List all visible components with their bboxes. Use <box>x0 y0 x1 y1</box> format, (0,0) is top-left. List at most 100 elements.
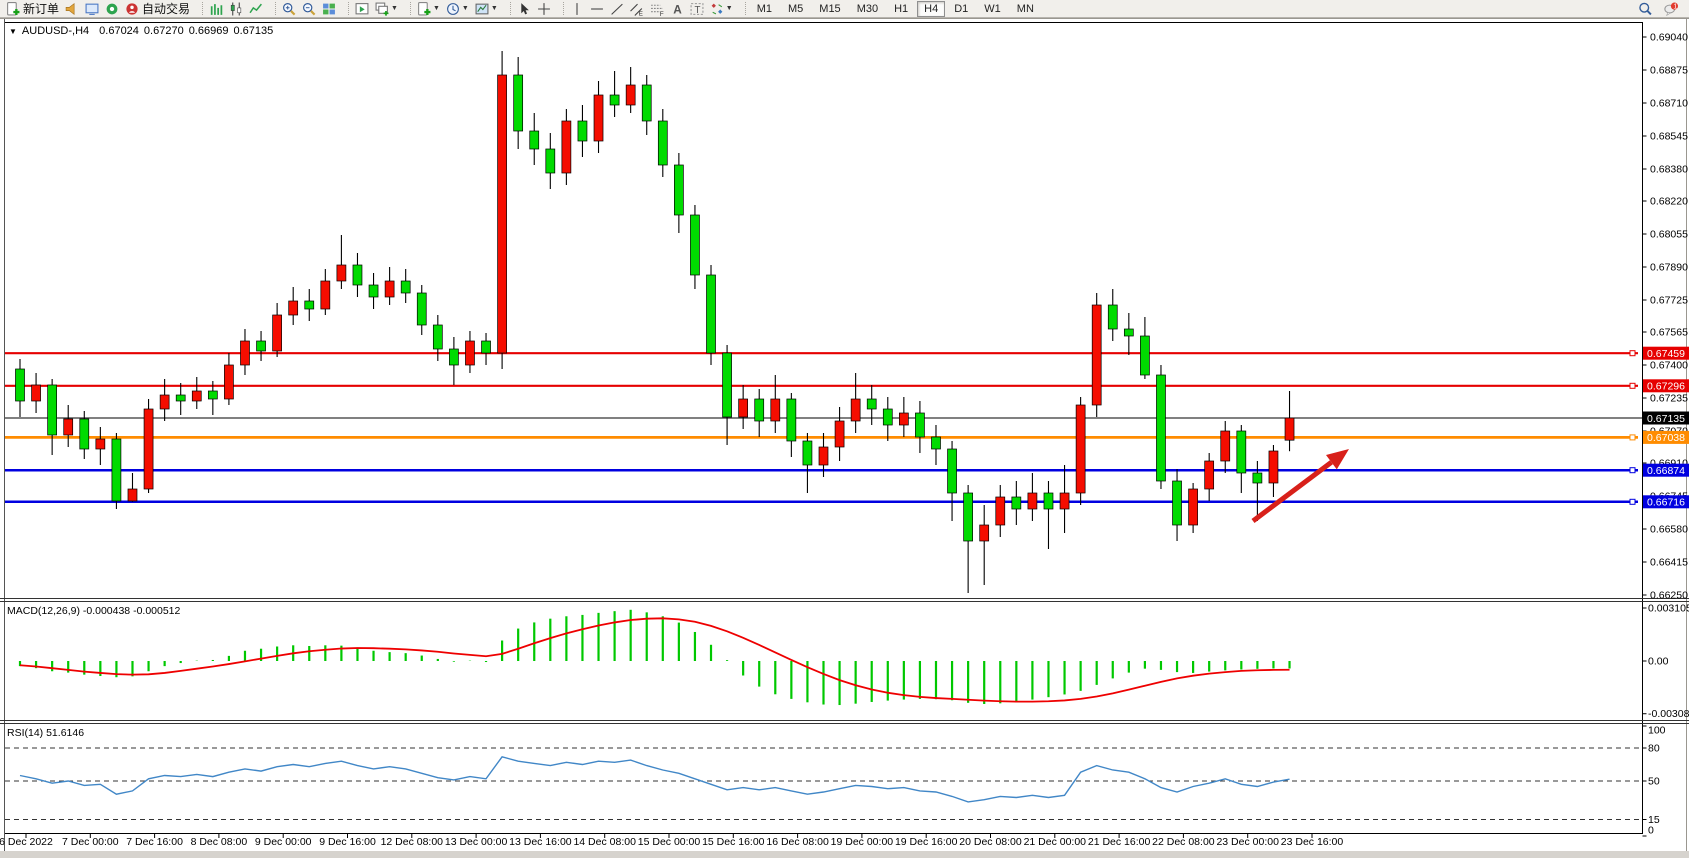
svg-text:50: 50 <box>1648 776 1660 788</box>
candle-chart-icon <box>230 2 242 15</box>
hline-0.67459[interactable] <box>5 350 1638 357</box>
svg-text:6 Dec 2022: 6 Dec 2022 <box>0 836 53 848</box>
timeframe-w1[interactable]: W1 <box>984 2 1001 15</box>
bar-chart-button[interactable] <box>207 1 225 17</box>
cursor-button[interactable] <box>515 1 533 17</box>
macd-label: MACD(12,26,9) -0.000438 -0.000512 <box>7 605 181 617</box>
profiles-button[interactable]: ▼ <box>473 1 500 17</box>
svg-text:16 Dec 08:00: 16 Dec 08:00 <box>766 836 829 848</box>
svg-text:15 Dec 16:00: 15 Dec 16:00 <box>702 836 765 848</box>
timeframe-h1[interactable]: H1 <box>894 2 909 15</box>
channel-button[interactable]: E <box>628 1 646 17</box>
chevron-down-icon[interactable]: ▼ <box>461 5 469 12</box>
textA-icon: A <box>673 2 682 16</box>
zoom-out-button[interactable] <box>300 1 318 17</box>
svg-text:0.69040: 0.69040 <box>1650 32 1688 44</box>
svg-text:0.68875: 0.68875 <box>1650 65 1688 77</box>
vline-button[interactable] <box>568 1 586 17</box>
periods-button[interactable]: ▼ <box>444 1 471 17</box>
hline-0.67038[interactable] <box>5 434 1638 441</box>
new-order-button[interactable]: 新订单 <box>4 1 61 17</box>
svg-text:100: 100 <box>1648 725 1666 737</box>
svg-text:23 Dec 00:00: 23 Dec 00:00 <box>1216 836 1279 848</box>
symbol-dropdown-icon[interactable]: ▼ <box>9 26 17 36</box>
ohlc-open: 0.67024 <box>99 25 139 37</box>
svg-text:9 Dec 00:00: 9 Dec 00:00 <box>255 836 312 848</box>
new-chart-button[interactable]: ▼ <box>373 1 400 17</box>
hline-0.67296[interactable] <box>5 382 1638 389</box>
chat-button[interactable]: 1 <box>1662 1 1680 17</box>
svg-text:0.00: 0.00 <box>1648 656 1669 668</box>
candle-chart-button[interactable] <box>227 1 245 17</box>
svg-text:80: 80 <box>1648 743 1660 755</box>
svg-text:0.67565: 0.67565 <box>1650 327 1688 339</box>
window-bottom-edge <box>0 851 1689 858</box>
terminal-button[interactable] <box>83 1 101 17</box>
ohlc-close: 0.67135 <box>233 25 274 37</box>
svg-text:0.66716: 0.66716 <box>1647 497 1685 509</box>
crosshair-button[interactable] <box>535 1 553 17</box>
zoom-out-icon <box>303 2 316 15</box>
timeframe-mn[interactable]: MN <box>1016 2 1034 15</box>
timeframe-m1[interactable]: M1 <box>756 2 772 15</box>
svg-text:0.67725: 0.67725 <box>1650 295 1688 307</box>
svg-text:0.68545: 0.68545 <box>1650 131 1688 143</box>
hline-icon <box>590 7 603 10</box>
toolbar-separator <box>196 2 204 15</box>
auto-arrange-button[interactable] <box>353 1 371 17</box>
trendline-button[interactable] <box>608 1 626 17</box>
price-tag-0.66874: 0.66874 <box>1643 463 1689 477</box>
autotrading-button[interactable]: 自动交易 <box>123 1 192 17</box>
zoom-in-button[interactable] <box>280 1 298 17</box>
svg-text:0.67400: 0.67400 <box>1650 360 1688 372</box>
svg-text:20 Dec 08:00: 20 Dec 08:00 <box>959 836 1022 848</box>
svg-text:0.66580: 0.66580 <box>1650 524 1688 536</box>
chevron-down-icon[interactable]: ▼ <box>432 5 440 12</box>
svg-text:8 Dec 08:00: 8 Dec 08:00 <box>191 836 248 848</box>
tile-windows-button[interactable] <box>320 1 338 17</box>
text-button[interactable]: A <box>668 1 686 17</box>
svg-text:7 Dec 00:00: 7 Dec 00:00 <box>62 836 119 848</box>
svg-text:0.67296: 0.67296 <box>1647 381 1685 393</box>
vline-icon <box>576 2 578 15</box>
timeframe-h4[interactable]: H4 <box>917 0 946 17</box>
fibonacci-button[interactable]: F <box>648 1 666 17</box>
toolbar-separator <box>404 2 411 15</box>
svg-text:0.003105: 0.003105 <box>1648 603 1689 615</box>
svg-text:0.68220: 0.68220 <box>1650 196 1688 208</box>
label-button[interactable]: T <box>688 1 706 17</box>
search-button[interactable] <box>1636 1 1654 17</box>
hline-0.66716[interactable] <box>5 498 1638 505</box>
terminal-icon <box>85 3 99 15</box>
price-tag-0.67038: 0.67038 <box>1643 430 1689 444</box>
svg-text:9 Dec 16:00: 9 Dec 16:00 <box>319 836 376 848</box>
timeframe-d1[interactable]: D1 <box>954 2 969 15</box>
templates-button[interactable]: ▼ <box>415 1 442 17</box>
svg-text:23 Dec 16:00: 23 Dec 16:00 <box>1281 836 1344 848</box>
sound-button[interactable] <box>63 1 81 17</box>
hline-0.66874[interactable] <box>5 467 1638 474</box>
tline-icon <box>611 3 623 15</box>
trend-arrow-annotation[interactable] <box>1251 449 1349 524</box>
price-tag-0.67135: 0.67135 <box>1643 411 1689 425</box>
toolbar-separator <box>739 2 746 15</box>
line-chart-button[interactable] <box>247 1 265 17</box>
svg-text:19 Dec 00:00: 19 Dec 00:00 <box>831 836 894 848</box>
chevron-down-icon[interactable]: ▼ <box>391 5 398 12</box>
arrows-button[interactable]: ▼ <box>708 1 735 17</box>
zoom-in-icon <box>283 2 296 15</box>
signals-button[interactable] <box>103 1 121 17</box>
timeframe-m15[interactable]: M15 <box>819 2 841 15</box>
toolbar-buttons: 新订单 自动交易 ▼ ▼ ▼ ▼ E F A T ▼ <box>3 1 749 17</box>
bar-chart-icon <box>210 3 223 15</box>
toolbar-separator <box>269 2 277 15</box>
timeframe-m30[interactable]: M30 <box>856 2 879 15</box>
cursor-icon <box>521 2 529 14</box>
svg-text:0.68055: 0.68055 <box>1650 229 1688 241</box>
chevron-down-icon[interactable]: ▼ <box>725 5 733 12</box>
horn-icon <box>65 2 75 15</box>
chevron-down-icon[interactable]: ▼ <box>490 5 498 12</box>
timeframe-m5[interactable]: M5 <box>788 2 804 15</box>
hline-button[interactable] <box>588 1 606 17</box>
